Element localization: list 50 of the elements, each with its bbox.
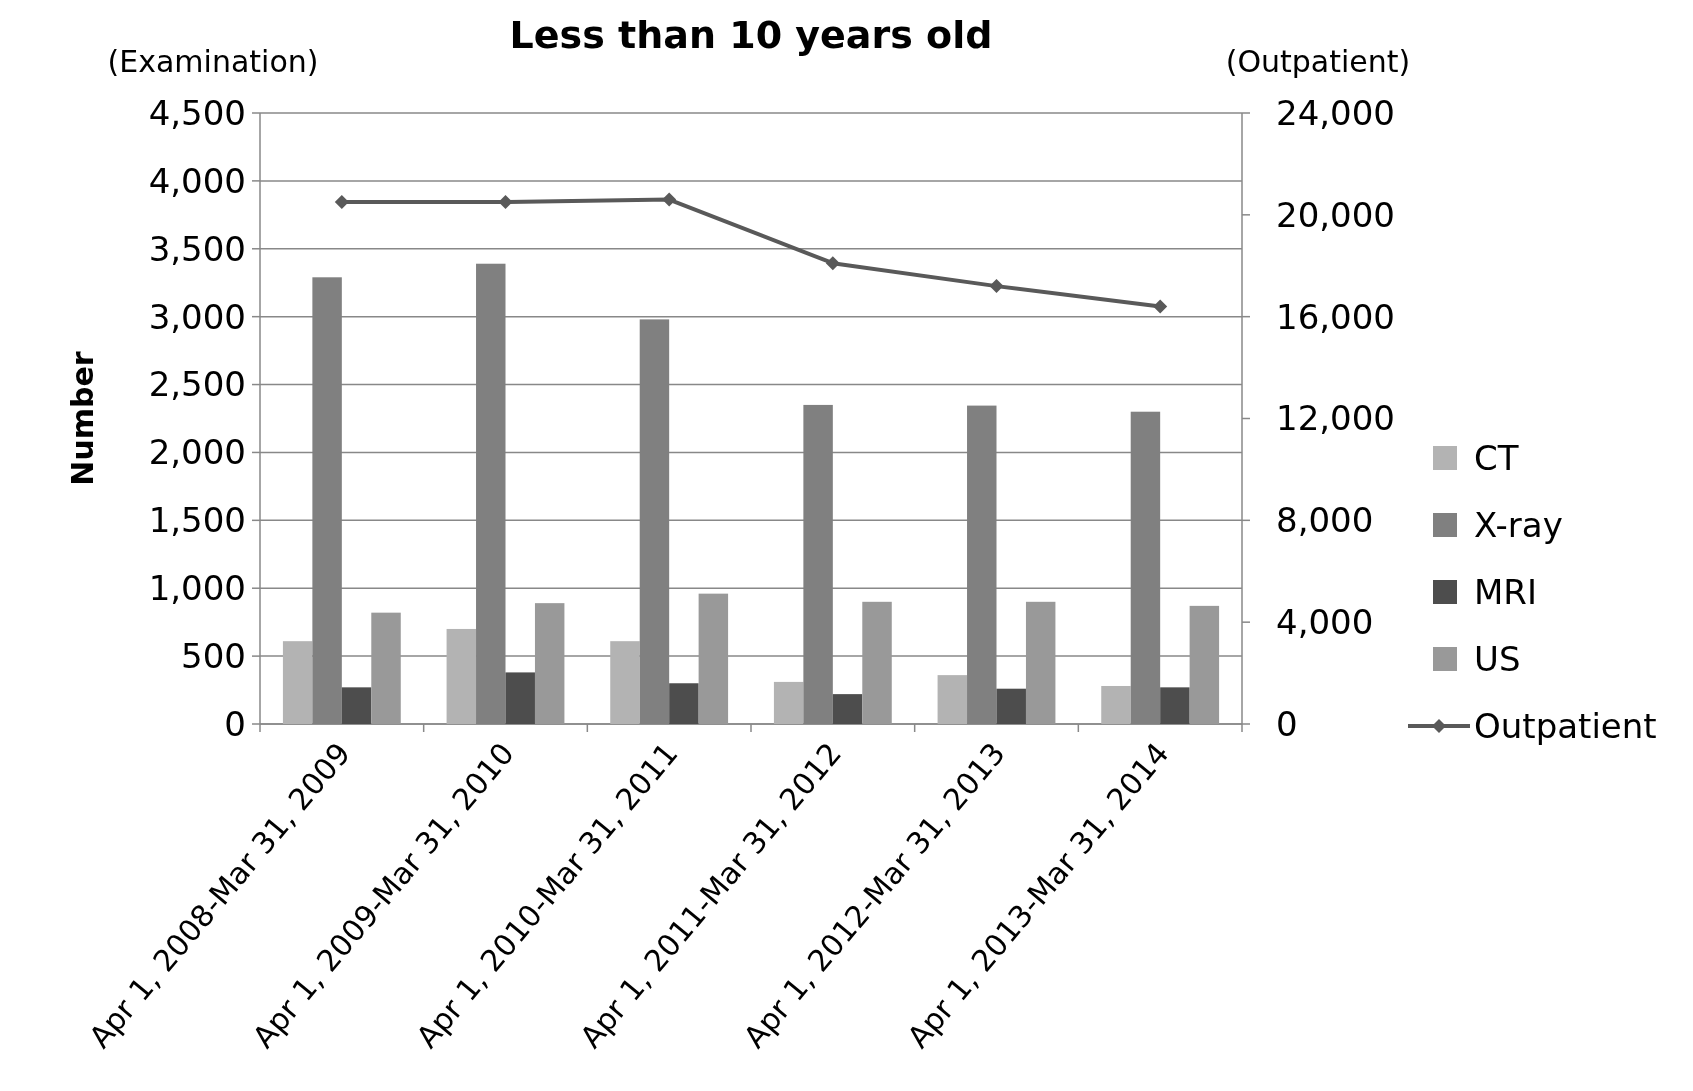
bar [1025,601,1056,724]
text: (Examination) [107,44,319,79]
bar [996,688,1026,724]
bar [832,694,863,724]
bar [773,681,804,724]
y2-tick-label: 20,000 [1276,194,1395,235]
point [334,195,349,210]
bar [698,593,729,724]
legend-label: Outpatient [1474,705,1657,746]
bar [610,641,640,724]
bar [1160,687,1190,724]
bar [341,687,372,724]
y-tick-label: 1,000 [148,568,246,609]
point [662,192,677,207]
legend-label: CT [1474,437,1519,478]
y-tick-label: 3,000 [148,296,246,337]
legend-label: US [1474,638,1521,679]
bar [937,675,968,724]
bar [862,601,892,724]
bar [371,612,401,724]
y-tick-label: 4,000 [148,160,246,201]
legend-label: X-ray [1474,504,1563,545]
y-axis-title: Number [65,351,100,486]
y-tick-label: 4,500 [148,92,246,133]
y2-tick-label: 0 [1276,703,1298,744]
point [989,279,1004,294]
y2-tick-label: 12,000 [1276,398,1395,439]
chart-title: Less than 10 years old [509,13,993,57]
bar [1189,605,1220,724]
bar [669,683,699,724]
y-tick-label: 2,500 [148,364,246,405]
point [498,195,513,210]
y2-tick-label: 4,000 [1276,602,1374,643]
y-tick-label: 1,500 [148,500,246,541]
bar [446,628,477,724]
y2-tick-label: 16,000 [1276,296,1395,337]
y-tick-label: 2,000 [148,432,246,473]
y2-tick-label: 24,000 [1276,92,1395,133]
y2-tick-label: 8,000 [1276,500,1374,541]
point [1153,299,1168,314]
bar [282,641,313,724]
y2-axis-title: (Outpatient) [1225,44,1411,79]
point [825,256,840,271]
legend-label: MRI [1474,571,1537,612]
y-tick-label: 0 [224,703,246,744]
y-tick-label: 500 [181,636,246,677]
bar [534,603,565,724]
bar [505,672,535,724]
y-tick-label: 3,500 [148,228,246,269]
bar [1101,685,1131,724]
